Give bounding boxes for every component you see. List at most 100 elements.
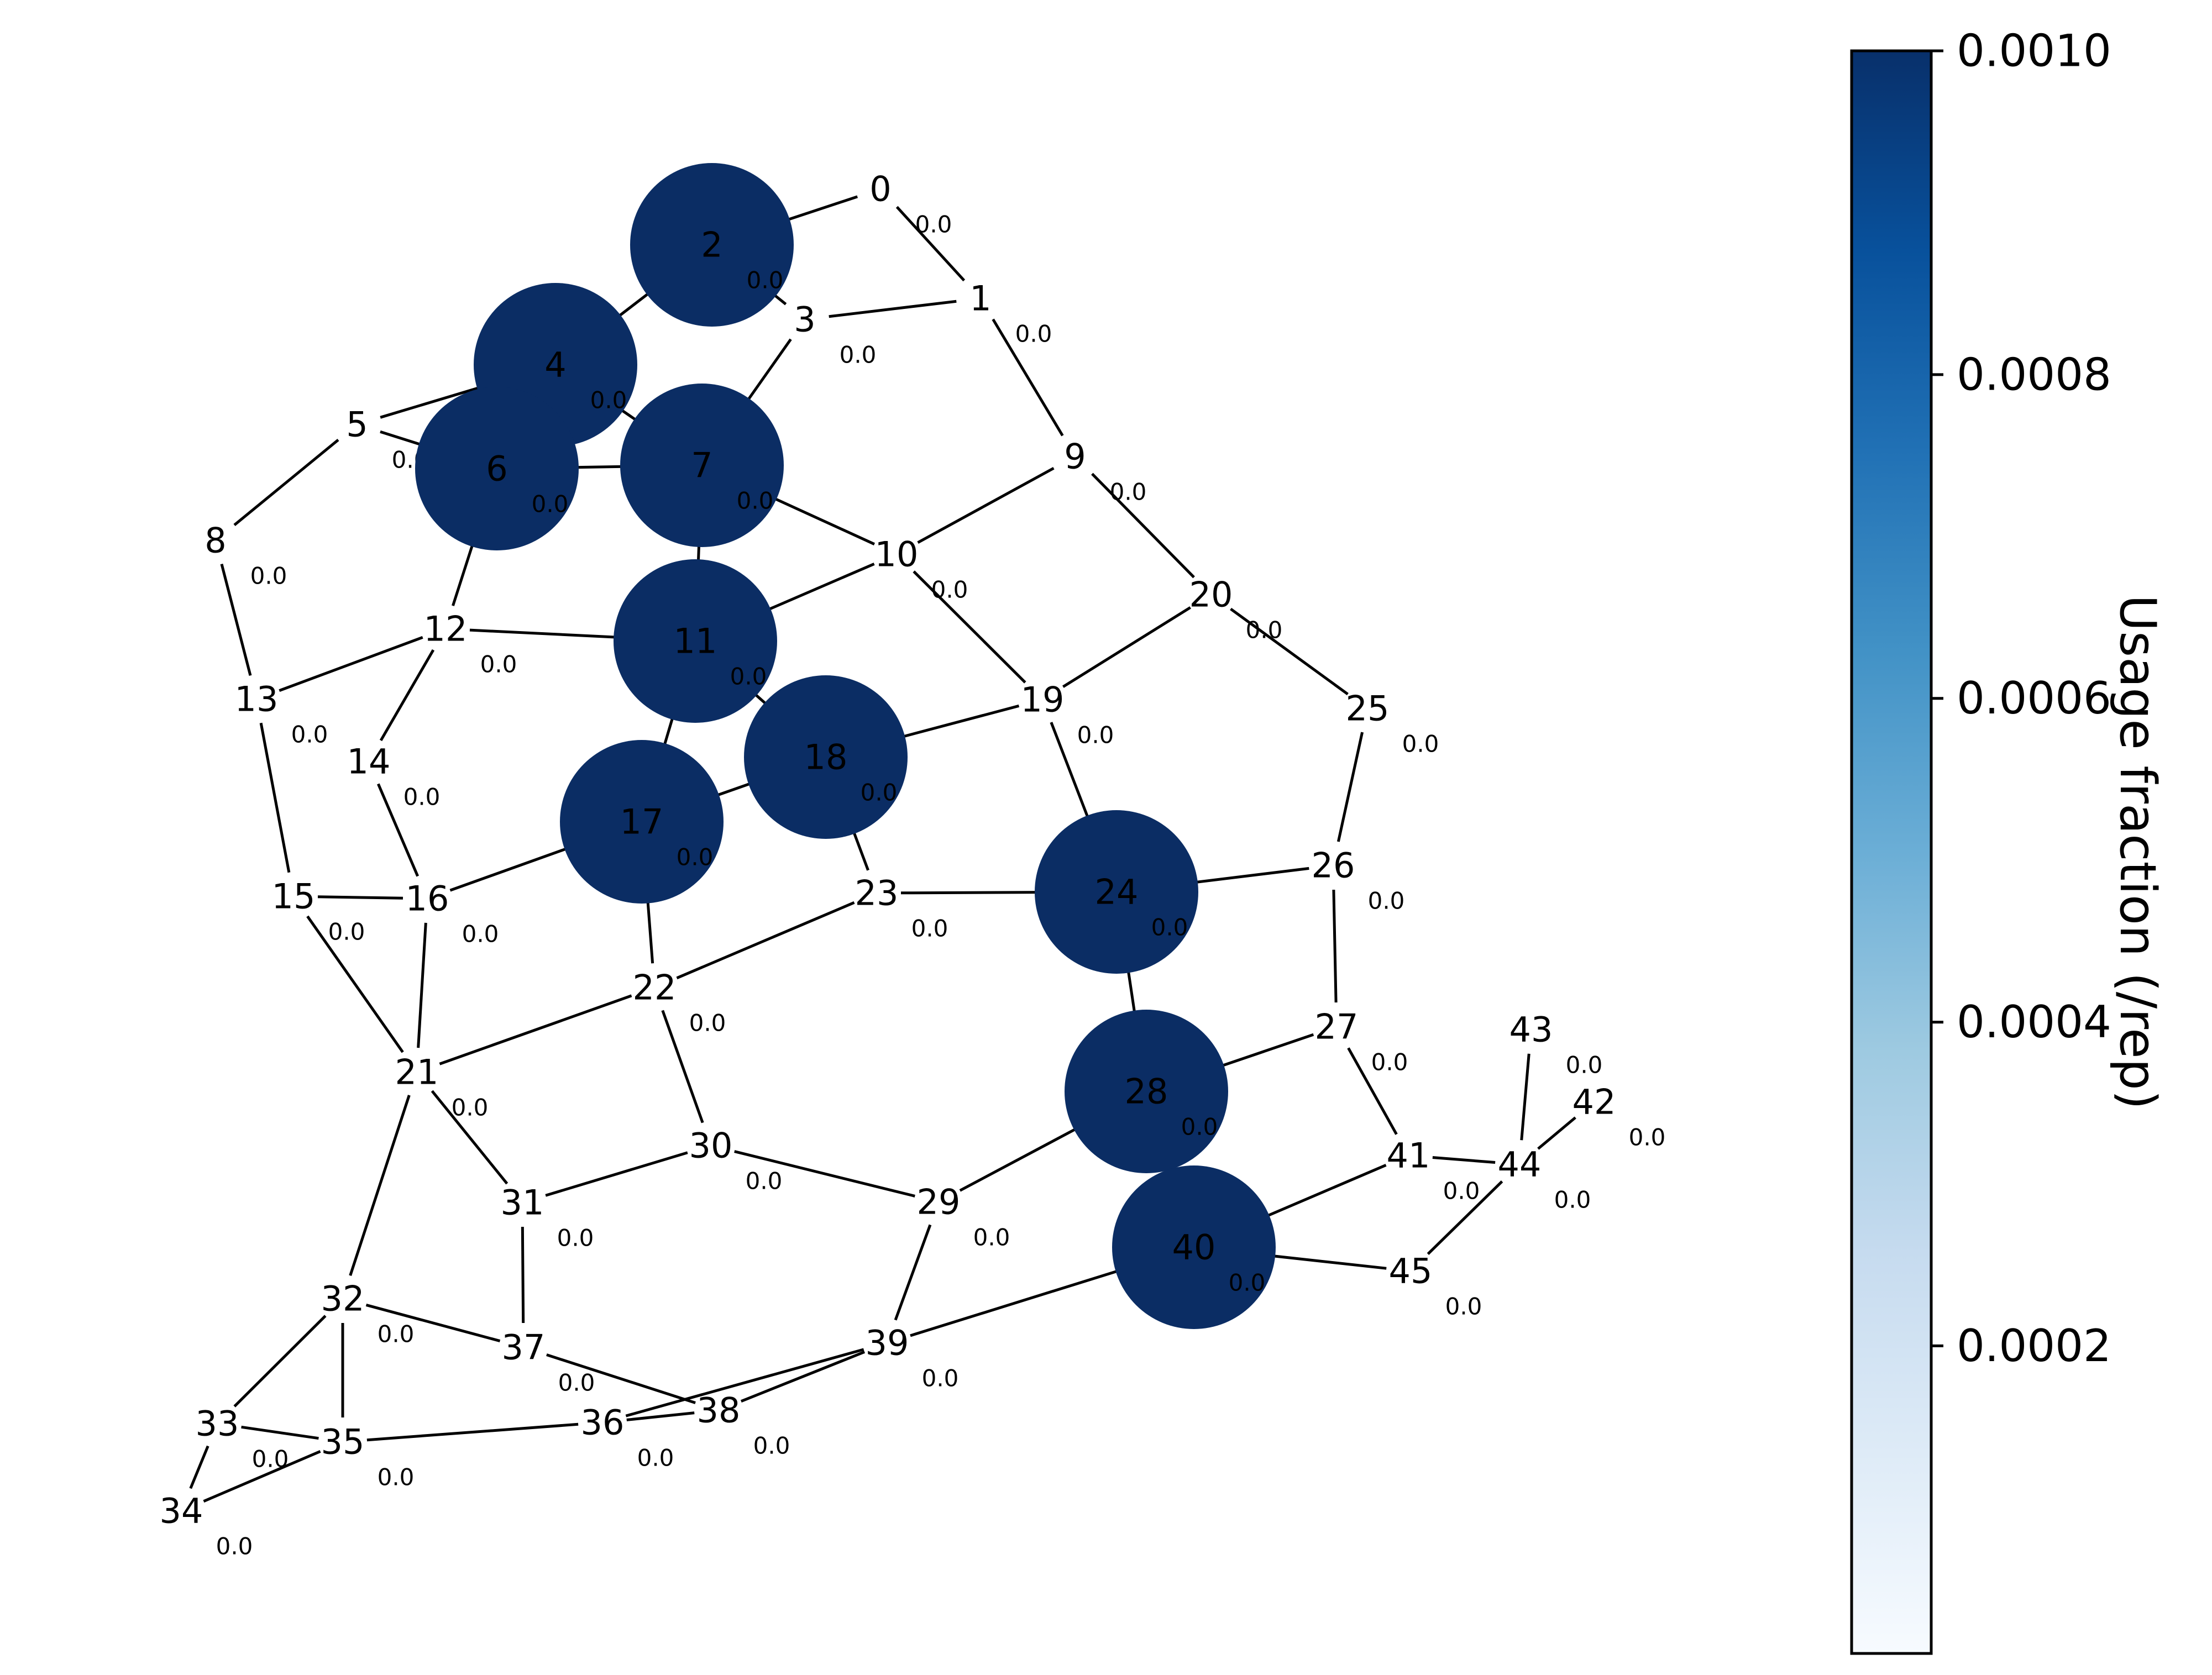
node-usage-label-43: 0.0 bbox=[1566, 1052, 1603, 1079]
node-27: 270.0 bbox=[1315, 1007, 1408, 1076]
node-usage-label-3: 0.0 bbox=[840, 342, 877, 369]
node-label-32: 32 bbox=[321, 1279, 365, 1319]
node-45: 450.0 bbox=[1389, 1251, 1482, 1320]
node-8: 80.0 bbox=[205, 521, 287, 590]
edge-21-22 bbox=[439, 994, 632, 1065]
node-43: 430.0 bbox=[1509, 1010, 1603, 1079]
edge-31-37 bbox=[521, 1226, 525, 1324]
colorbar-tick-label: 0.0008 bbox=[1957, 349, 2111, 400]
node-28: 280.0 bbox=[1065, 1010, 1228, 1173]
graph-nodes: 00.010.020.030.040.050.0 60.070.080.090.0… bbox=[160, 163, 1666, 1560]
edge-29-39 bbox=[894, 1224, 932, 1321]
node-32: 320.0 bbox=[321, 1279, 415, 1348]
node-33: 330.0 bbox=[196, 1404, 289, 1473]
node-label-2: 2 bbox=[701, 225, 722, 265]
node-usage-label-33: 0.0 bbox=[252, 1446, 289, 1473]
edge-38-39 bbox=[740, 1351, 866, 1403]
node-usage-label-13: 0.0 bbox=[291, 721, 328, 748]
node-label-19: 19 bbox=[1021, 680, 1065, 720]
edge-36-38 bbox=[626, 1411, 695, 1421]
node-usage-label-1: 0.0 bbox=[1015, 321, 1052, 348]
colorbar-tick-label: 0.0002 bbox=[1957, 1320, 2111, 1372]
node-usage-label-42: 0.0 bbox=[1629, 1124, 1666, 1151]
node-label-26: 26 bbox=[1312, 846, 1355, 886]
node-label-1: 1 bbox=[969, 279, 991, 319]
node-label-23: 23 bbox=[855, 873, 899, 913]
node-marker-11 bbox=[614, 559, 777, 723]
node-label-17: 17 bbox=[620, 802, 664, 842]
node-usage-label-10: 0.0 bbox=[931, 576, 968, 603]
edge-12-14 bbox=[379, 649, 435, 742]
edge-5-8 bbox=[233, 438, 339, 527]
node-label-11: 11 bbox=[674, 621, 717, 661]
colorbar-ticks: 0.0010 0.0008 0.0006 0.0004 0.0002 bbox=[1931, 25, 2111, 1372]
node-marker-24 bbox=[1035, 810, 1198, 974]
node-42: 420.0 bbox=[1572, 1082, 1666, 1151]
colorbar-tick-label: 0.0006 bbox=[1957, 673, 2111, 724]
node-label-30: 30 bbox=[689, 1126, 733, 1166]
edge-16-21 bbox=[417, 922, 427, 1048]
node-usage-label-9: 0.0 bbox=[1110, 479, 1147, 506]
node-label-38: 38 bbox=[697, 1390, 741, 1431]
edge-1-3 bbox=[829, 300, 957, 318]
node-usage-label-20: 0.0 bbox=[1246, 617, 1283, 644]
node-usage-label-12: 0.0 bbox=[480, 651, 517, 678]
node-label-34: 34 bbox=[160, 1491, 203, 1531]
node-0: 00.0 bbox=[869, 169, 952, 238]
node-usage-label-21: 0.0 bbox=[452, 1094, 489, 1121]
node-label-41: 41 bbox=[1387, 1136, 1430, 1176]
node-usage-label-31: 0.0 bbox=[557, 1225, 594, 1252]
node-marker-17 bbox=[560, 740, 724, 904]
node-label-8: 8 bbox=[205, 521, 226, 561]
node-usage-label-34: 0.0 bbox=[216, 1533, 253, 1560]
node-25: 250.0 bbox=[1346, 689, 1439, 758]
node-usage-label-8: 0.0 bbox=[250, 563, 287, 590]
node-19: 190.0 bbox=[1021, 680, 1114, 749]
node-6: 60.0 bbox=[415, 387, 579, 550]
node-24: 240.0 bbox=[1035, 810, 1198, 974]
node-usage-label-25: 0.0 bbox=[1402, 731, 1439, 758]
node-30: 300.0 bbox=[689, 1126, 783, 1195]
node-14: 140.0 bbox=[347, 742, 441, 811]
node-usage-label-40: 0.0 bbox=[1229, 1269, 1266, 1296]
node-label-37: 37 bbox=[502, 1327, 546, 1368]
node-usage-label-17: 0.0 bbox=[677, 844, 714, 871]
edge-34-35 bbox=[203, 1450, 321, 1503]
node-label-24: 24 bbox=[1095, 872, 1139, 912]
node-16: 160.0 bbox=[406, 879, 499, 948]
node-31: 310.0 bbox=[501, 1183, 594, 1252]
node-39: 390.0 bbox=[866, 1323, 959, 1392]
node-44: 440.0 bbox=[1498, 1144, 1591, 1214]
edge-10-19 bbox=[913, 570, 1026, 684]
node-label-15: 15 bbox=[272, 876, 316, 917]
node-11: 110.0 bbox=[614, 559, 777, 723]
node-usage-label-44: 0.0 bbox=[1554, 1186, 1591, 1214]
node-marker-2 bbox=[630, 163, 794, 327]
node-usage-label-4: 0.0 bbox=[590, 387, 627, 414]
node-marker-6 bbox=[415, 387, 579, 550]
edge-15-21 bbox=[306, 915, 404, 1053]
edge-20-25 bbox=[1230, 607, 1349, 696]
node-10: 100.0 bbox=[875, 534, 968, 603]
node-26: 260.0 bbox=[1312, 846, 1405, 915]
node-7: 70.0 bbox=[620, 384, 784, 547]
node-marker-40 bbox=[1112, 1165, 1276, 1329]
edge-32-33 bbox=[233, 1315, 327, 1408]
node-12: 120.0 bbox=[424, 609, 517, 678]
node-29: 290.0 bbox=[917, 1182, 1010, 1251]
node-15: 150.0 bbox=[272, 876, 365, 946]
node-marker-7 bbox=[620, 384, 784, 547]
edge-44-45 bbox=[1427, 1180, 1503, 1255]
edge-43-44 bbox=[1520, 1053, 1530, 1141]
node-label-42: 42 bbox=[1572, 1082, 1616, 1122]
node-label-35: 35 bbox=[321, 1422, 365, 1462]
node-label-21: 21 bbox=[395, 1052, 439, 1093]
node-label-20: 20 bbox=[1189, 575, 1233, 615]
node-usage-label-28: 0.0 bbox=[1181, 1114, 1218, 1141]
colorbar-tick-label: 0.0010 bbox=[1957, 25, 2111, 77]
node-usage-label-6: 0.0 bbox=[532, 491, 569, 518]
node-usage-label-26: 0.0 bbox=[1368, 888, 1405, 915]
node-marker-18 bbox=[744, 675, 908, 839]
node-usage-label-41: 0.0 bbox=[1443, 1178, 1480, 1205]
